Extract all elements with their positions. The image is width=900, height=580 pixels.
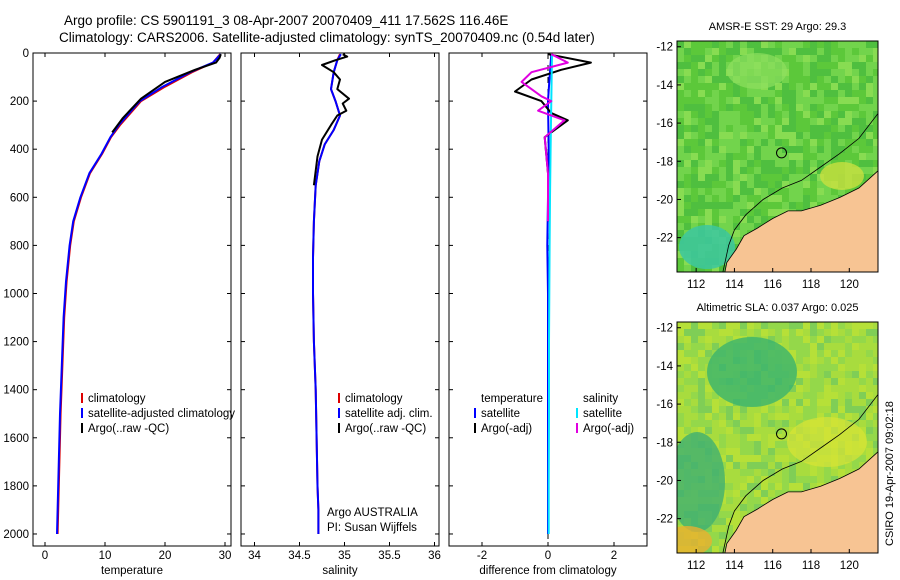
sla-map-image	[677, 322, 878, 553]
sla-map-ytick-label: -12	[656, 323, 673, 335]
figure-title-line2: Climatology: CARS2006. Satellite-adjuste…	[59, 30, 595, 45]
salinity-xtick-label: 34	[248, 550, 261, 562]
temperature-ytick-label: 1600	[3, 433, 29, 445]
sst-map-xtick-label: 112	[687, 279, 705, 291]
sla-map-ytick-label: -20	[656, 475, 673, 487]
difference-legend-salinity-title: salinity	[583, 393, 618, 405]
sla-map-high-patch	[787, 417, 867, 467]
difference-legend-temperature-title: temperature	[481, 393, 543, 405]
sst-map-field	[677, 41, 878, 272]
salinity-xlabel: salinity	[322, 565, 357, 577]
difference-xtick-label: -2	[477, 550, 487, 562]
sla-map-low-patch	[707, 337, 797, 407]
sst-map-image	[677, 41, 878, 272]
difference-series-salinity-argo-adj-	[520, 53, 569, 222]
sst-map-yellow-patch	[820, 162, 864, 190]
temperature-ytick-label: 800	[10, 240, 29, 252]
sla-map-land	[724, 451, 878, 553]
temperature-legend-item-label: Argo(..raw -QC)	[88, 423, 169, 435]
difference-xtick-label: 0	[545, 550, 551, 562]
difference-legend-temp-satellite-label: satellite	[481, 408, 520, 420]
sst-map-ytick-label: -16	[656, 118, 673, 130]
sla-map-xtick-label: 112	[687, 560, 705, 572]
salinity-legend-item-label: satellite adj. clim.	[345, 408, 433, 420]
salinity-xtick-label: 35	[338, 550, 351, 562]
salinity-series-satellite-adj-clim-	[312, 53, 342, 534]
temperature-xtick-label: 10	[99, 550, 112, 562]
difference-legend-temp-argo-label: Argo(-adj)	[481, 423, 532, 435]
temperature-ytick-label: 600	[10, 192, 29, 204]
temperature-ytick-label: 0	[23, 48, 29, 60]
temperature-xtick-label: 30	[219, 550, 232, 562]
figure-title-line1: Argo profile: CS 5901191_3 08-Apr-2007 2…	[64, 13, 509, 28]
temperature-xtick-label: 0	[42, 550, 48, 562]
sla-map-low-patch-west	[677, 432, 725, 532]
temperature-series-satellite-adjusted-climatology	[56, 53, 222, 535]
temperature-ytick-label: 400	[10, 144, 29, 156]
sst-map-ytick-label: -20	[656, 194, 673, 206]
salinity-legend-item-label: climatology	[345, 393, 403, 405]
sla-map-shelf-contour	[722, 394, 878, 553]
temperature-axes	[32, 52, 232, 547]
sst-map-shelf-contour	[722, 113, 878, 272]
sst-map-xtick-label: 116	[764, 279, 782, 291]
difference-legend-sal-argo-label: Argo(-adj)	[583, 423, 634, 435]
sla-map-ytick-label: -22	[656, 514, 673, 526]
salinity-note-argo-australia: Argo AUSTRALIA	[327, 507, 418, 519]
sst-map-argo-marker	[776, 147, 788, 159]
salinity-note-pi: PI: Susan Wijffels	[327, 522, 417, 534]
salinity-axes	[240, 52, 440, 547]
sla-map-xtick-label: 114	[725, 560, 744, 572]
difference-series-temperature-argo-adj-	[514, 53, 592, 222]
sla-map-hot-patch	[677, 526, 712, 553]
sst-map-xtick-label: 118	[802, 279, 820, 291]
salinity-series-argo-raw-qc-	[312, 53, 350, 186]
difference-series-salinity-satellite	[547, 54, 553, 534]
difference-xtick-label: 2	[611, 550, 617, 562]
salinity-xtick-label: 35.5	[378, 550, 400, 562]
temperature-xtick-label: 20	[159, 550, 172, 562]
sla-map-ytick-label: -16	[656, 399, 673, 411]
temperature-series-argo-raw-qc-	[111, 53, 222, 133]
sst-map-ytick-label: -12	[656, 42, 673, 54]
sla-map-xtick-label: 116	[764, 560, 782, 572]
sst-map-ytick-label: -14	[656, 80, 673, 92]
salinity-legend-item-label: Argo(..raw -QC)	[345, 423, 426, 435]
sla-map-axes	[676, 321, 879, 554]
temperature-ytick-label: 1000	[3, 288, 29, 300]
temperature-ytick-label: 1400	[3, 385, 29, 397]
sla-map-field	[677, 322, 878, 553]
difference-legend-sal-satellite-label: satellite	[583, 408, 622, 420]
sla-map-argo-marker	[776, 428, 788, 440]
sst-map-land	[724, 170, 878, 272]
temperature-series-climatology	[56, 53, 221, 535]
temperature-ytick-label: 1800	[3, 481, 29, 493]
sla-map-xtick-label: 120	[840, 560, 859, 572]
sla-map-ytick-label: -18	[656, 437, 673, 449]
temperature-xlabel: temperature	[101, 565, 163, 577]
temperature-ytick-label: 2000	[3, 529, 29, 541]
salinity-xtick-label: 36	[428, 550, 441, 562]
salinity-xtick-label: 34.5	[288, 550, 310, 562]
sst-map-warm-patch	[727, 53, 787, 89]
sla-map-ytick-label: -14	[656, 361, 673, 373]
sst-map-axes	[676, 40, 879, 273]
sst-map-xtick-label: 114	[725, 279, 744, 291]
sst-map-title: AMSR-E SST: 29 Argo: 29.3	[709, 21, 847, 33]
temperature-legend-item-label: satellite-adjusted climatology	[88, 408, 235, 420]
signature-label: CSIRO 19-Apr-2007 09:02:18	[884, 401, 896, 546]
sst-map-cool-patch	[679, 225, 735, 269]
temperature-ytick-label: 200	[10, 96, 29, 108]
temperature-ytick-label: 1200	[3, 337, 29, 349]
difference-xlabel: difference from climatology	[479, 565, 616, 577]
sst-map-xtick-label: 120	[840, 279, 859, 291]
sla-map-title: Altimetric SLA: 0.037 Argo: 0.025	[696, 302, 858, 314]
temperature-legend-item-label: climatology	[88, 393, 146, 405]
sla-map-xtick-label: 118	[802, 560, 820, 572]
sst-map-ytick-label: -22	[656, 233, 673, 245]
sst-map-ytick-label: -18	[656, 156, 673, 168]
